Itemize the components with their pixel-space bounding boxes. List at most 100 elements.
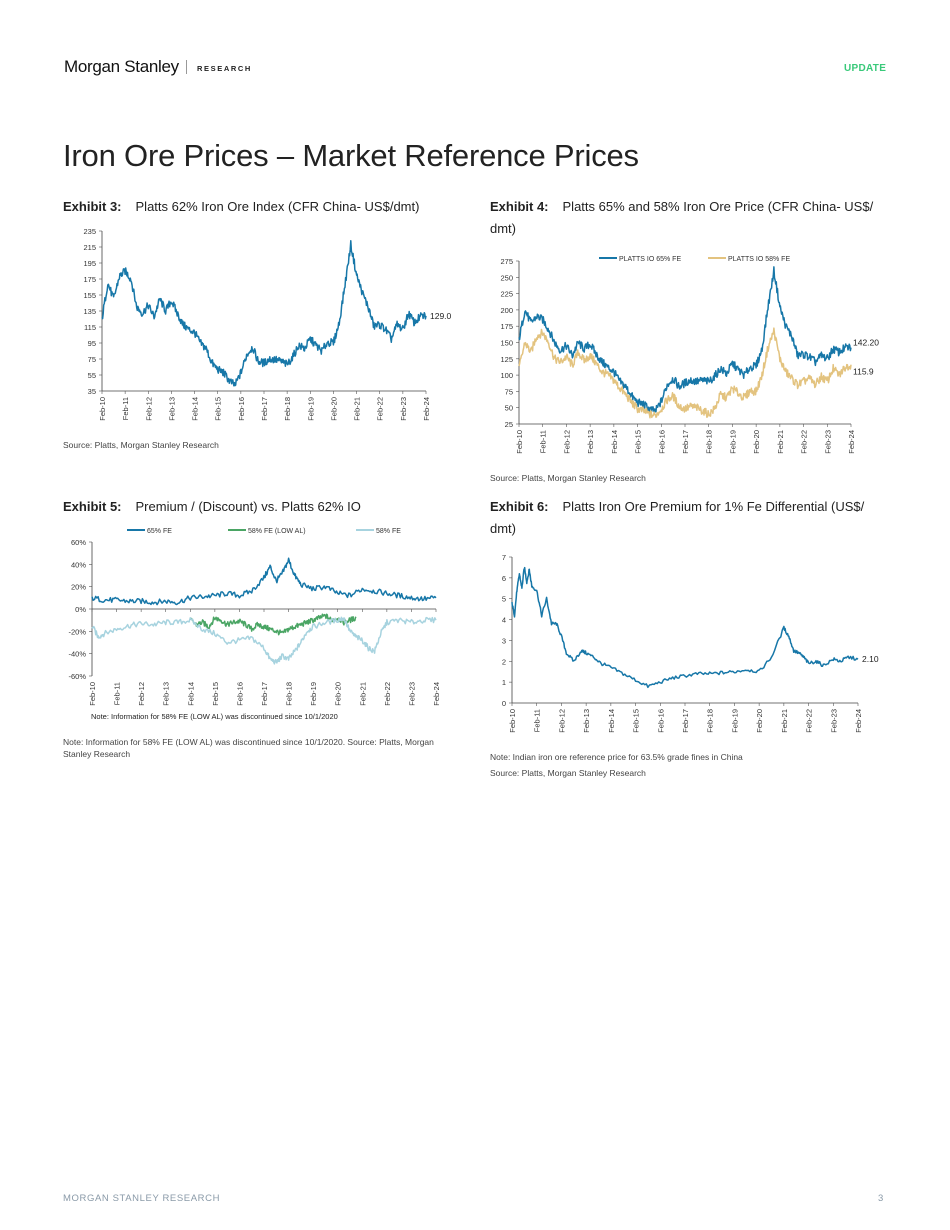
ex3-y-tick-label: 195: [83, 259, 96, 268]
exhibit-6-label: Exhibit 6:: [490, 499, 549, 514]
exhibit-5-chart: -60% -40% -20% 0% 20% 40% 60% Feb-10 Feb-11 Feb-1…: [68, 528, 441, 721]
ex4-x-tick-label: Feb-13: [586, 430, 595, 454]
page-number: 3: [878, 1193, 884, 1204]
ex5-x-tick-label: Feb-18: [285, 682, 294, 706]
ex5-x-tick-label: Feb-13: [162, 682, 171, 706]
ex5-legend-label-1: 58% FE (LOW AL): [248, 528, 306, 535]
ex5-x-tick-label: Feb-12: [137, 682, 146, 706]
ex3-end-value-label: 129.0: [430, 311, 452, 321]
ex5-x-tick-label: Feb-10: [88, 682, 97, 706]
ex6-x-tick-label: Feb-21: [780, 709, 789, 733]
ex6-x-tick-label: Feb-20: [755, 709, 764, 733]
ex3-y-tick-label: 155: [83, 291, 96, 300]
ex3-x-tick-label: Feb-21: [353, 397, 362, 421]
ex5-x-tick-label: Feb-20: [334, 682, 343, 706]
ex5-x-tick-label: Feb-17: [260, 682, 269, 706]
ex6-y-tick-label: 3: [502, 636, 506, 645]
ex3-x-tick-label: Feb-11: [121, 397, 130, 420]
exhibit-5-source: Note: Information for 58% FE (LOW AL) wa…: [63, 737, 434, 759]
ex4-series-line-1: [518, 327, 852, 419]
ex3-x-tick-label: Feb-19: [306, 397, 315, 421]
exhibit-5-title: Premium / (Discount) vs. Platts 62% IO: [135, 499, 361, 514]
ex4-y-tick-label: 275: [500, 257, 513, 266]
ex5-x-tick-label: Feb-15: [211, 682, 220, 706]
exhibit-3-chart: 35 55 75 95 115 135 155 175 195 215 235 Feb-10 Feb-1…: [83, 227, 452, 421]
ex4-y-tick-label: 150: [500, 339, 513, 348]
footer-brand: MORGAN STANLEY RESEARCH: [63, 1193, 221, 1204]
ex4-y-tick-label: 175: [500, 322, 513, 331]
ex6-x-tick-label: Feb-14: [607, 709, 616, 733]
ex5-y-tick-label: 40%: [71, 560, 86, 569]
brand-logo: Morgan Stanley: [64, 57, 179, 76]
ex4-y-tick-label: 125: [500, 355, 513, 364]
ex4-y-tick-label: 250: [500, 273, 513, 282]
ex5-y-tick-label: -40%: [68, 650, 86, 659]
ex3-y-tick-label: 135: [83, 307, 96, 316]
ex3-x-tick-label: Feb-12: [144, 397, 153, 421]
exhibit-5-label: Exhibit 5:: [63, 499, 122, 514]
ex4-legend-label-1: PLATTS IO 58% FE: [728, 256, 790, 263]
ex6-x-tick-label: Feb-19: [730, 709, 739, 733]
exhibit-4-source: Source: Platts, Morgan Stanley Research: [490, 473, 646, 483]
ex3-y-tick-label: 55: [88, 371, 96, 380]
ex4-x-tick-label: Feb-18: [705, 430, 714, 454]
ex3-y-tick-label: 115: [84, 323, 96, 332]
ex4-x-tick-label: Feb-16: [657, 430, 666, 454]
update-badge: UPDATE: [844, 63, 887, 74]
ex4-y-tick-label: 225: [500, 290, 513, 299]
ex6-x-tick-label: Feb-11: [533, 709, 542, 732]
exhibit-6-heading: Exhibit 6: Platts Iron Ore Premium for 1%…: [490, 496, 890, 540]
ex3-x-tick-label: Feb-17: [260, 397, 269, 421]
exhibit-3-heading: Exhibit 3: Platts 62% Iron Ore Index (CFR…: [63, 196, 463, 218]
ex4-y-tick-label: 50: [505, 404, 513, 413]
exhibit-4-heading: Exhibit 4: Platts 65% and 58% Iron Ore Pr…: [490, 196, 890, 240]
ex5-x-tick-label: Feb-11: [113, 682, 122, 705]
ex4-x-tick-label: Feb-23: [823, 430, 832, 454]
ex3-y-tick-label: 175: [83, 275, 96, 284]
ex4-x-tick-label: Feb-12: [562, 430, 571, 454]
exhibit-3-source: Source: Platts, Morgan Stanley Research: [63, 440, 219, 450]
ex4-y-tick-label: 75: [505, 387, 513, 396]
ex6-x-tick-label: Feb-18: [706, 709, 715, 733]
ex3-series-line-0: [101, 240, 427, 387]
ex5-x-tick-label: Feb-21: [358, 682, 367, 706]
ex3-x-tick-label: Feb-22: [376, 397, 385, 421]
ex4-y-tick-label: 200: [500, 306, 513, 315]
ex3-x-tick-label: Feb-15: [214, 397, 223, 421]
page-title: Iron Ore Prices – Market Reference Price…: [63, 138, 639, 173]
ex3-x-tick-label: Feb-24: [422, 397, 431, 421]
ex4-end-label-58: 115.9: [853, 367, 874, 377]
ex5-y-tick-label: -60%: [68, 672, 86, 681]
ex4-legend-label-0: PLATTS IO 65% FE: [619, 256, 681, 263]
ex6-y-tick-label: 1: [502, 678, 506, 687]
ex4-x-tick-label: Feb-20: [752, 430, 761, 454]
ex6-series-line-0: [511, 566, 859, 689]
ex3-y-tick-label: 95: [88, 339, 96, 348]
ex5-legend-label-0: 65% FE: [147, 528, 172, 535]
ex5-x-tick-label: Feb-23: [407, 682, 416, 706]
ex5-x-tick-label: Feb-24: [432, 682, 441, 706]
exhibit-4-label: Exhibit 4:: [490, 199, 549, 214]
ex6-y-tick-label: 0: [502, 699, 506, 708]
exhibit-5-heading: Exhibit 5: Premium / (Discount) vs. Platt…: [63, 496, 463, 518]
exhibit-3-title: Platts 62% Iron Ore Index (CFR China- US…: [135, 199, 420, 214]
ex5-x-tick-label: Feb-19: [309, 682, 318, 706]
ex4-x-tick-label: Feb-22: [800, 430, 809, 454]
brand-divider: [186, 60, 187, 74]
ex6-x-tick-label: Feb-24: [854, 709, 863, 733]
ex3-y-tick-label: 75: [88, 355, 96, 364]
exhibit-6-note: Note: Indian iron ore reference price fo…: [490, 752, 743, 762]
ex3-y-tick-label: 35: [88, 387, 96, 396]
ex3-x-tick-label: Feb-20: [329, 397, 338, 421]
ex5-series-line-1: [189, 613, 357, 636]
ex3-x-tick-label: Feb-23: [399, 397, 408, 421]
ex4-series-line-0: [518, 266, 852, 414]
exhibit-6-chart: 0 1 2 3 4 5 6 7 Feb-10 Feb-11 Feb-12 Feb-13 Feb-14 Fe…: [502, 553, 879, 733]
ex6-y-tick-label: 5: [502, 595, 506, 604]
ex5-series-line-0: [91, 557, 437, 606]
ex6-x-tick-label: Feb-10: [508, 709, 517, 733]
ex6-x-tick-label: Feb-17: [681, 709, 690, 733]
ex6-y-tick-label: 6: [502, 574, 506, 583]
ex5-x-tick-label: Feb-16: [235, 682, 244, 706]
ex4-x-tick-label: Feb-10: [515, 430, 524, 454]
